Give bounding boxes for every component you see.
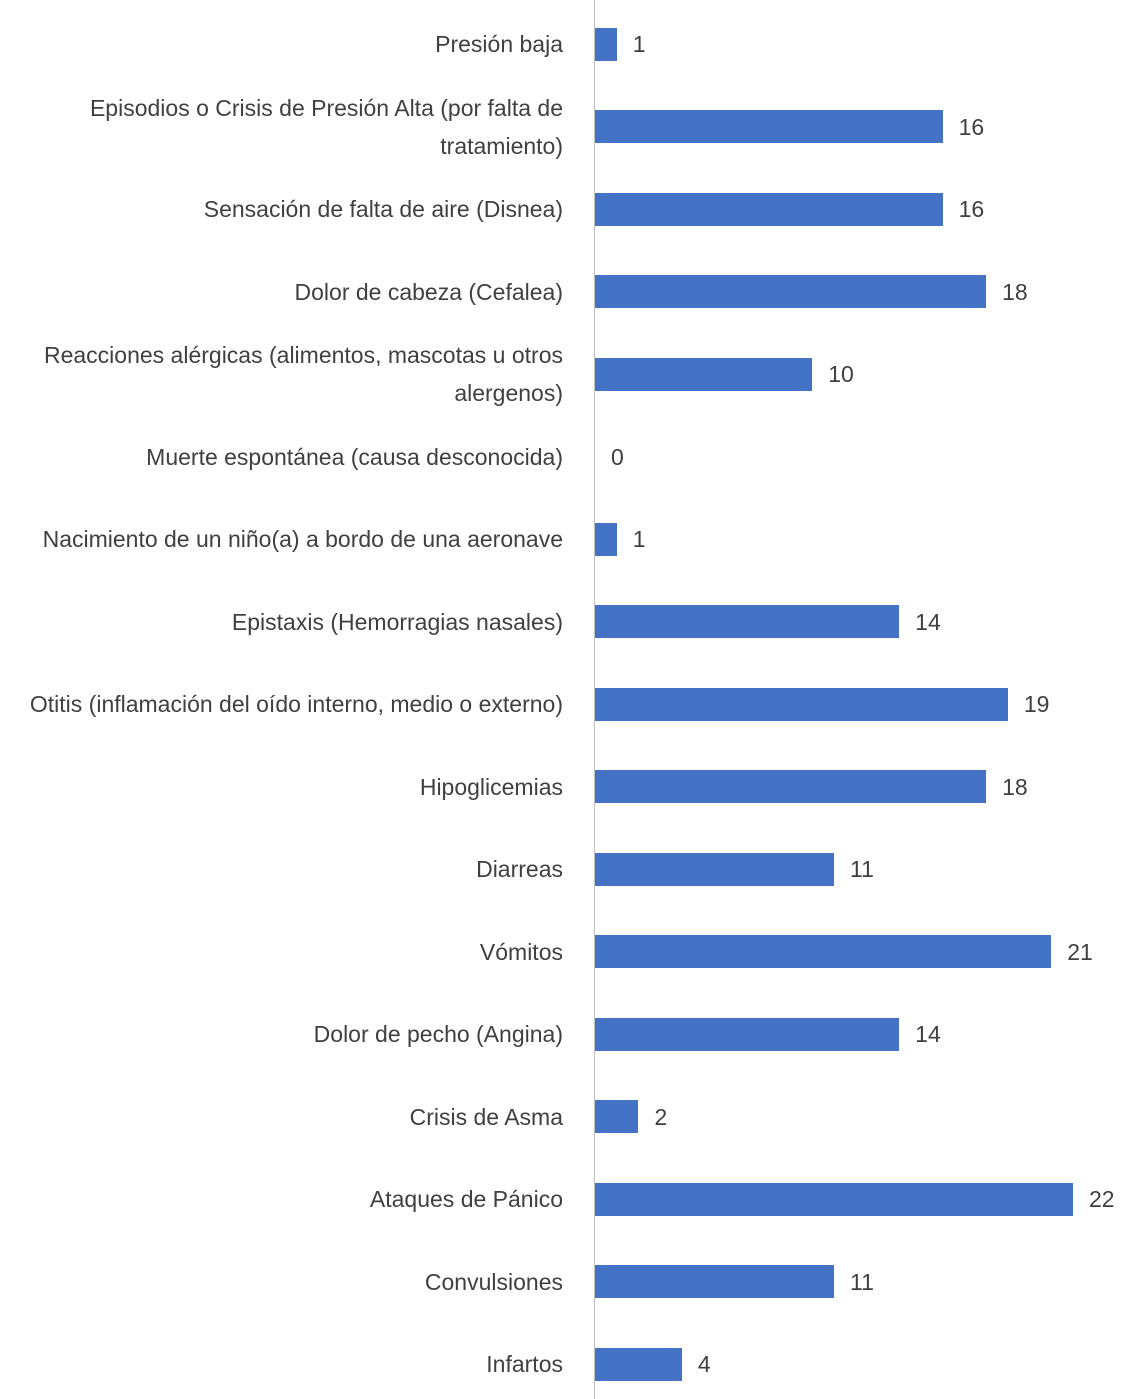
category-label: Diarreas: [476, 856, 563, 882]
category-label: Dolor de cabeza (Cefalea): [294, 278, 563, 305]
category-label: Ataques de Pánico: [369, 1186, 563, 1212]
bar: [595, 935, 1052, 968]
bar: [595, 852, 834, 886]
bar: [595, 1265, 834, 1298]
data-label: 19: [1023, 691, 1050, 717]
bar: [595, 1100, 639, 1133]
category-label: Nacimiento de un niño(a) a bordo de una …: [42, 526, 563, 552]
bar: [595, 1347, 682, 1381]
data-label: 0: [611, 443, 624, 470]
data-label: 21: [1067, 938, 1093, 965]
data-label: 22: [1089, 1186, 1115, 1212]
bar: [595, 357, 813, 391]
bar: [595, 522, 617, 556]
axis-line: [594, 0, 595, 1399]
data-label: 2: [654, 1103, 668, 1130]
category-label: Episodios o Crisis de Presión Alta (por …: [89, 94, 563, 159]
category-label: Otitis (inflamación del oído interno, me…: [29, 691, 563, 717]
category-label: Crisis de Asma: [409, 1103, 563, 1130]
data-label: 4: [697, 1351, 711, 1377]
category-label: Vómitos: [479, 938, 563, 965]
bar: [595, 687, 1008, 721]
category-label: Muerte espontánea (causa desconocida): [146, 443, 563, 470]
data-label: 14: [915, 608, 941, 635]
category-label: Sensación de falta de aire (Disnea): [203, 196, 563, 222]
bar: [595, 192, 943, 226]
data-label: 16: [958, 196, 985, 222]
category-label: Hipoglicemias: [419, 773, 563, 800]
category-label: Presión baja: [435, 31, 563, 57]
data-label: 11: [850, 1268, 874, 1295]
data-label: 18: [1002, 278, 1028, 305]
data-label: 1: [632, 31, 646, 57]
category-label: Dolor de pecho (Angina): [313, 1021, 563, 1047]
data-label: 16: [958, 113, 985, 140]
bar: [595, 1017, 900, 1051]
category-label: Convulsiones: [424, 1268, 563, 1295]
bar: [595, 770, 987, 803]
data-label: 18: [1002, 773, 1028, 800]
bar: [595, 275, 987, 308]
bar: [595, 27, 617, 61]
category-label: Infartos: [486, 1351, 563, 1377]
category-label: Epistaxis (Hemorragias nasales): [231, 608, 563, 635]
data-label: 11: [850, 856, 874, 882]
bar: [595, 110, 943, 143]
bar: [595, 1182, 1073, 1216]
category-label: Reacciones alérgicas (alimentos, mascota…: [43, 342, 563, 406]
data-label: 10: [828, 361, 854, 387]
data-label: 14: [915, 1021, 941, 1047]
data-label: 1: [632, 526, 646, 552]
bar: [595, 605, 900, 638]
